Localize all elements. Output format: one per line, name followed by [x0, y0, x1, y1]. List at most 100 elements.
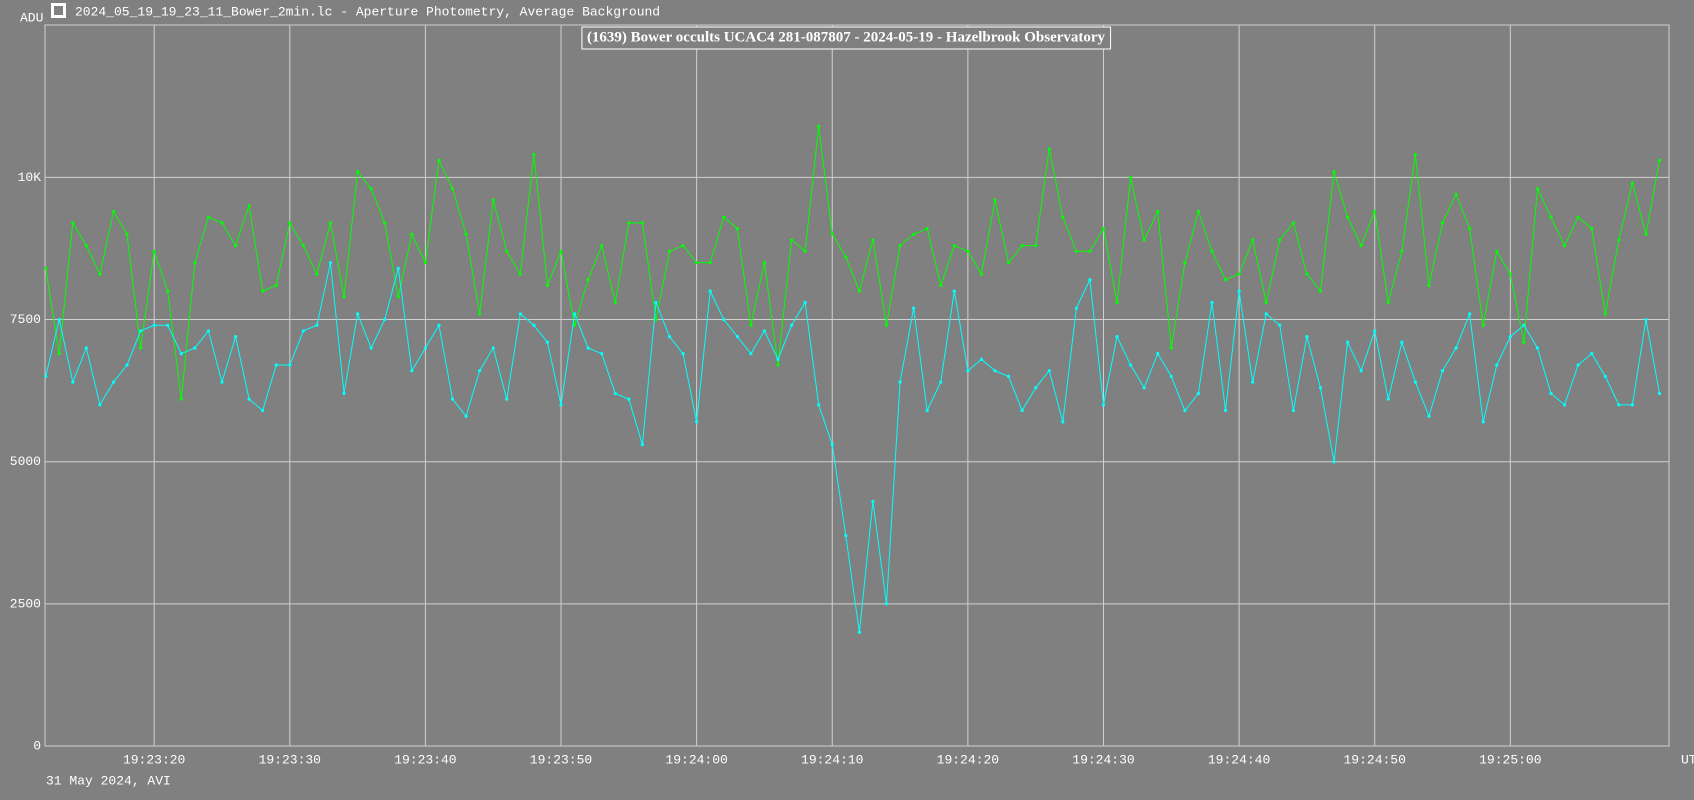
- data-point: [979, 272, 984, 276]
- data-point: [681, 244, 685, 248]
- data-point: [817, 124, 821, 128]
- data-point: [776, 363, 780, 367]
- data-point: [803, 249, 807, 253]
- data-point: [179, 397, 183, 401]
- data-point: [1305, 272, 1309, 276]
- x-tick-label: 19:23:20: [123, 752, 185, 767]
- data-point: [762, 329, 767, 333]
- data-point: [600, 244, 604, 248]
- data-point: [749, 352, 753, 356]
- data-point: [139, 329, 143, 333]
- data-point: [1562, 403, 1567, 407]
- data-point: [478, 312, 482, 316]
- data-point: [1630, 181, 1634, 185]
- data-point: [1169, 374, 1173, 379]
- data-point: [1278, 323, 1282, 327]
- data-point: [1142, 386, 1146, 390]
- x-axis-label: UT: [1681, 752, 1694, 767]
- data-point: [735, 334, 739, 339]
- data-point: [193, 261, 197, 265]
- data-point: [1400, 340, 1404, 344]
- x-tick-label: 19:23:50: [530, 752, 592, 767]
- data-point: [667, 249, 672, 253]
- data-point: [817, 403, 821, 407]
- data-point: [1183, 261, 1187, 265]
- data-point: [871, 238, 875, 242]
- data-point: [1278, 238, 1282, 242]
- data-point: [1047, 147, 1051, 151]
- data-point: [342, 295, 346, 299]
- data-point: [450, 187, 455, 191]
- x-tick-label: 19:24:00: [665, 752, 727, 767]
- data-point: [912, 232, 916, 236]
- data-point: [735, 226, 739, 231]
- data-point: [640, 221, 644, 225]
- data-point: [898, 244, 902, 248]
- data-point: [247, 204, 251, 208]
- y-tick-label: 5000: [10, 454, 41, 469]
- data-point: [939, 380, 943, 384]
- data-point: [789, 238, 794, 242]
- data-point: [925, 226, 929, 231]
- data-point: [355, 170, 360, 174]
- data-point: [193, 346, 197, 350]
- data-point: [396, 295, 400, 299]
- data-point: [1047, 369, 1051, 373]
- data-point: [667, 334, 672, 339]
- data-point: [464, 232, 468, 236]
- data-point: [545, 340, 550, 344]
- data-point: [1345, 340, 1350, 344]
- data-point: [993, 198, 997, 202]
- data-point: [640, 443, 644, 447]
- window-title: 2024_05_19_19_23_11_Bower_2min.lc - Aper…: [75, 4, 660, 19]
- footnote: 31 May 2024, AVI: [46, 773, 171, 788]
- grid: 0 2500 5000 7500 10K 19:23:20 19:23:30 19:23:40…: [10, 25, 1669, 767]
- y-tick-label: 2500: [10, 596, 41, 611]
- data-point: [315, 272, 319, 276]
- data-point: [247, 397, 251, 401]
- data-point: [71, 380, 75, 384]
- data-point: [369, 187, 373, 191]
- data-point: [1061, 215, 1065, 219]
- data-point: [1373, 209, 1377, 214]
- data-point: [261, 408, 265, 413]
- y-tick-label: 0: [33, 738, 41, 753]
- data-point: [1034, 386, 1038, 390]
- data-point: [410, 369, 414, 373]
- data-point: [1129, 363, 1133, 367]
- data-point: [695, 420, 699, 424]
- data-point: [1006, 374, 1011, 379]
- data-point: [383, 221, 387, 225]
- data-point: [518, 272, 522, 276]
- x-tick-label: 19:24:20: [937, 752, 999, 767]
- data-point: [789, 323, 794, 327]
- data-point: [423, 261, 428, 265]
- data-point: [1264, 312, 1268, 316]
- data-point: [979, 357, 984, 361]
- data-point: [1481, 323, 1485, 327]
- data-point: [1332, 170, 1336, 174]
- data-point: [857, 630, 861, 634]
- data-point: [1034, 244, 1038, 248]
- data-point: [1359, 369, 1363, 373]
- data-point: [776, 357, 780, 361]
- data-point: [57, 317, 61, 322]
- data-point: [84, 346, 88, 350]
- data-point: [993, 369, 997, 373]
- data-point: [1115, 300, 1119, 305]
- data-point: [369, 346, 373, 350]
- app-icon-inner: [54, 6, 63, 15]
- data-point: [1549, 391, 1553, 396]
- data-point: [898, 380, 902, 384]
- data-point: [505, 249, 509, 253]
- data-point: [1590, 226, 1594, 231]
- data-point: [1156, 209, 1160, 214]
- data-point: [1440, 369, 1445, 373]
- x-tick-label: 19:24:50: [1344, 752, 1406, 767]
- data-point: [1169, 346, 1173, 350]
- data-point: [627, 221, 631, 225]
- data-point: [274, 363, 278, 367]
- data-point: [681, 352, 685, 356]
- data-point: [1251, 238, 1255, 242]
- data-point: [912, 306, 916, 310]
